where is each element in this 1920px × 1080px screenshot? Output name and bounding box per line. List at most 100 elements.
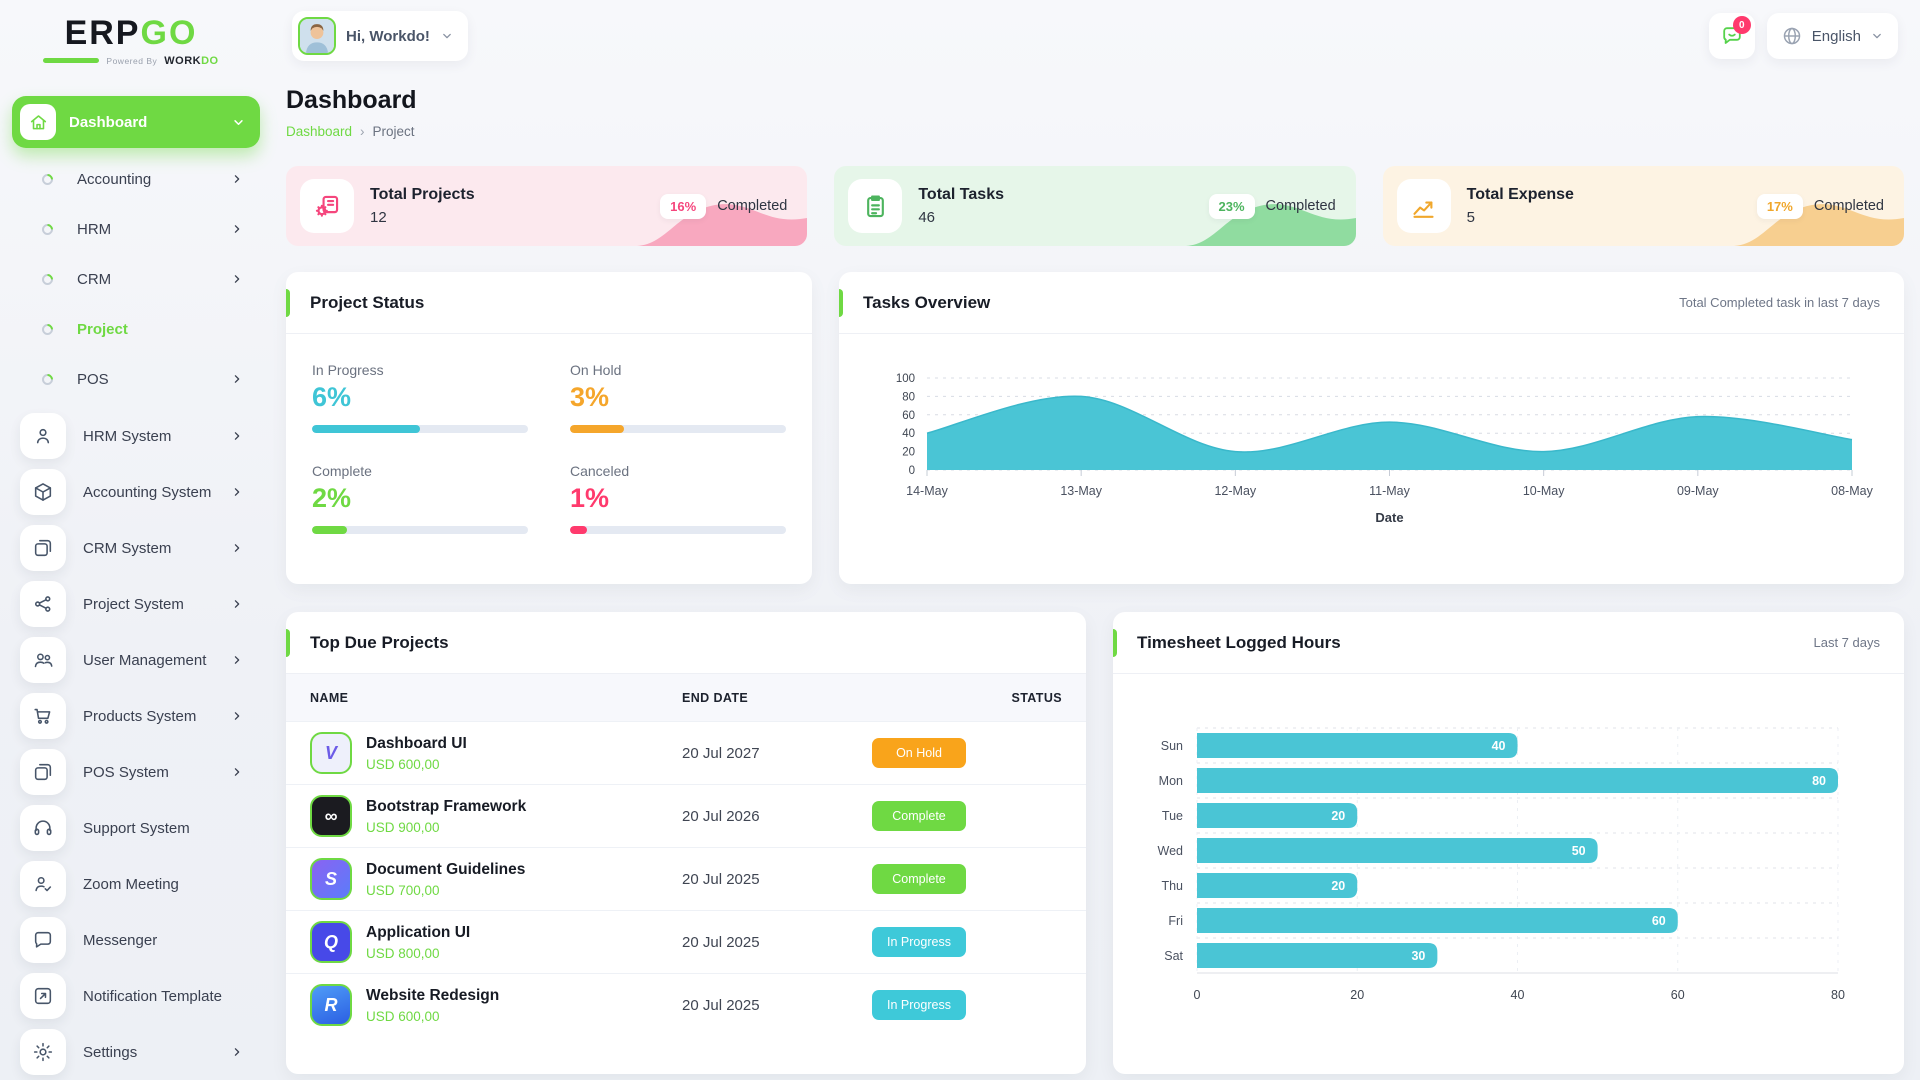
sidebar-item-label: HRM System	[83, 428, 230, 445]
sidebar-item-accounting[interactable]: Accounting	[12, 154, 260, 204]
svg-text:40: 40	[902, 428, 915, 440]
svg-text:80: 80	[1831, 988, 1845, 1002]
svg-text:Tue: Tue	[1162, 809, 1183, 823]
sidebar-item-hrm[interactable]: HRM	[12, 204, 260, 254]
top-due-projects-card: Top Due Projects NAME END DATE STATUS V …	[286, 612, 1086, 1074]
project-amount: USD 900,00	[366, 820, 526, 835]
card-accent-bar	[839, 289, 843, 317]
breadcrumb-dashboard-link[interactable]: Dashboard	[286, 124, 352, 139]
column-end-date: END DATE	[682, 691, 872, 705]
users-icon	[32, 649, 54, 671]
sidebar-item-support-system[interactable]: Support System	[12, 800, 260, 856]
sidebar-item-pos[interactable]: POS	[12, 354, 260, 404]
language-selector[interactable]: English	[1767, 13, 1898, 59]
person-check-icon	[20, 861, 66, 907]
stat-percent-badge: 16%	[660, 194, 706, 219]
sidebar-item-crm-system[interactable]: CRM System	[12, 520, 260, 576]
tasks-overview-title: Tasks Overview	[863, 293, 990, 313]
chat-icon	[20, 917, 66, 963]
stat-card-total-expense: Total Expense 5 17% Completed	[1383, 166, 1904, 246]
dashboard-submenu: Accounting HRM CRM Project POS	[12, 154, 260, 404]
sidebar-item-label: CRM System	[83, 540, 230, 557]
project-name: Bootstrap Framework	[366, 798, 526, 816]
language-label: English	[1812, 28, 1861, 45]
project-end-date: 20 Jul 2027	[682, 745, 872, 762]
table-row-document-guidelines[interactable]: S Document Guidelines USD 700,00 20 Jul …	[286, 847, 1086, 910]
template-icon	[32, 985, 54, 1007]
svg-text:13-May: 13-May	[1060, 484, 1102, 498]
sidebar: Dashboard Accounting HRM CRM Project POS…	[12, 96, 260, 1080]
tasks-overview-chart: 020406080100 14-May13-May12-May11-May10-…	[839, 334, 1904, 579]
table-row-bootstrap-framework[interactable]: ∞ Bootstrap Framework USD 900,00 20 Jul …	[286, 784, 1086, 847]
table-row-dashboard-ui[interactable]: V Dashboard UI USD 600,00 20 Jul 2027 On…	[286, 721, 1086, 784]
status-percent: 6%	[312, 382, 528, 413]
logo-underline	[43, 58, 99, 63]
sidebar-item-accounting-system[interactable]: Accounting System	[12, 464, 260, 520]
timesheet-card: Timesheet Logged Hours Last 7 days 02040…	[1113, 612, 1904, 1074]
svg-text:80: 80	[902, 391, 915, 403]
sidebar-item-user-management[interactable]: User Management	[12, 632, 260, 688]
svg-text:50: 50	[1572, 844, 1586, 858]
sidebar-item-label: Messenger	[83, 932, 244, 949]
status-progress-bar	[312, 526, 528, 534]
status-label: On Hold	[570, 362, 786, 378]
sidebar-item-label: Products System	[83, 708, 230, 725]
chevron-right-icon	[230, 765, 244, 779]
sidebar-item-settings[interactable]: Settings	[12, 1024, 260, 1080]
workdo-brand: WORKDO	[164, 55, 218, 67]
bar-chart-svg: 02040608040Sun80Mon20Tue50Wed20Thu60Fri3…	[1137, 682, 1880, 1034]
svg-text:12-May: 12-May	[1214, 484, 1256, 498]
greeting-label: Hi, Workdo!	[346, 28, 430, 45]
sidebar-item-zoom-meeting[interactable]: Zoom Meeting	[12, 856, 260, 912]
project-status-card: Project Status In Progress 6% On Hold 3%…	[286, 272, 812, 584]
project-end-date: 20 Jul 2025	[682, 997, 872, 1014]
svg-text:20: 20	[1350, 988, 1364, 1002]
sidebar-item-pos-system[interactable]: POS System	[12, 744, 260, 800]
sidebar-item-project[interactable]: Project	[12, 304, 260, 354]
project-amount: USD 800,00	[366, 946, 470, 961]
sidebar-item-messenger[interactable]: Messenger	[12, 912, 260, 968]
profile-menu[interactable]: Hi, Workdo!	[292, 11, 468, 61]
top-due-projects-table: NAME END DATE STATUS V Dashboard UI USD …	[286, 674, 1086, 1036]
column-status: STATUS	[872, 691, 1062, 705]
person-icon	[20, 413, 66, 459]
status-item-in-progress: In Progress 6%	[312, 362, 528, 433]
svg-text:Mon: Mon	[1159, 774, 1183, 788]
sidebar-item-dashboard[interactable]: Dashboard	[12, 96, 260, 148]
chevron-right-icon	[230, 172, 244, 186]
project-logo: V	[310, 732, 352, 774]
share-icon	[32, 593, 54, 615]
chevron-down-icon	[440, 29, 454, 43]
messages-button[interactable]: 0	[1709, 13, 1755, 59]
svg-text:60: 60	[1652, 914, 1666, 928]
stat-value: 12	[370, 209, 475, 226]
sidebar-item-notification-template[interactable]: Notification Template	[12, 968, 260, 1024]
table-row-application-ui[interactable]: Q Application UI USD 800,00 20 Jul 2025 …	[286, 910, 1086, 973]
table-row-website-redesign[interactable]: R Website Redesign USD 600,00 20 Jul 202…	[286, 973, 1086, 1036]
status-percent: 3%	[570, 382, 786, 413]
chevron-down-icon	[1870, 29, 1884, 43]
status-item-canceled: Canceled 1%	[570, 463, 786, 534]
svg-text:Fri: Fri	[1168, 914, 1183, 928]
stat-card-total-projects: Total Projects 12 16% Completed	[286, 166, 807, 246]
stat-percent-badge: 23%	[1209, 194, 1255, 219]
svg-text:100: 100	[896, 373, 915, 385]
expense-icon	[1397, 179, 1451, 233]
stat-card-total-tasks: Total Tasks 46 23% Completed	[834, 166, 1355, 246]
svg-text:40: 40	[1511, 988, 1525, 1002]
sidebar-item-crm[interactable]: CRM	[12, 254, 260, 304]
projects-icon	[314, 193, 341, 220]
sidebar-item-products-system[interactable]: Products System	[12, 688, 260, 744]
column-name: NAME	[310, 691, 682, 705]
timesheet-title: Timesheet Logged Hours	[1137, 633, 1341, 653]
stat-title: Total Tasks	[918, 186, 1004, 204]
sidebar-item-project-system[interactable]: Project System	[12, 576, 260, 632]
erpgo-logo[interactable]: ERPGO Powered By WORKDO	[0, 6, 262, 67]
tasks-icon	[848, 179, 902, 233]
sidebar-item-hrm-system[interactable]: HRM System	[12, 408, 260, 464]
tasks-overview-card: Tasks Overview Total Completed task in l…	[839, 272, 1904, 584]
project-name: Website Redesign	[366, 987, 499, 1005]
expense-icon	[1410, 193, 1437, 220]
cube-icon	[20, 469, 66, 515]
frames-icon	[32, 761, 54, 783]
